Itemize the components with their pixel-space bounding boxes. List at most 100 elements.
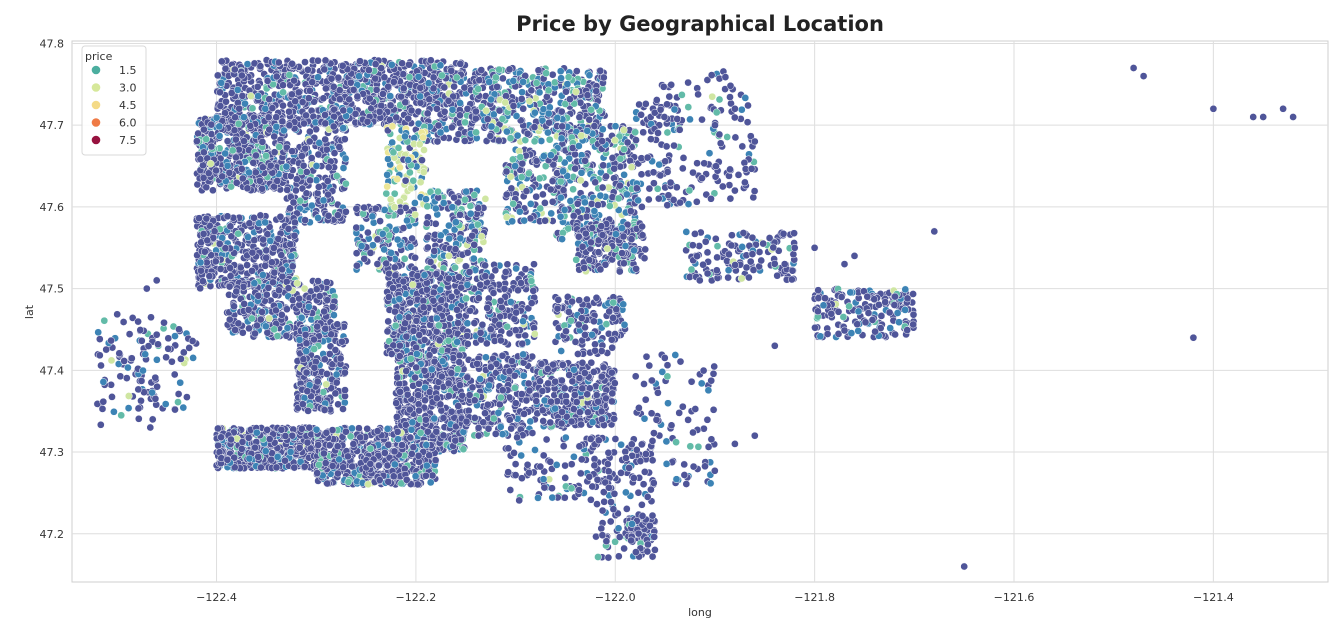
data-point (618, 249, 626, 257)
data-point (245, 454, 254, 463)
data-point (423, 233, 432, 242)
data-point (557, 134, 566, 143)
data-point (351, 110, 360, 118)
data-point (406, 243, 415, 251)
data-point (344, 478, 353, 486)
data-point (335, 143, 344, 151)
data-point (411, 210, 420, 219)
data-point (212, 166, 220, 175)
data-point (559, 186, 568, 194)
data-point (450, 82, 458, 91)
data-point (598, 231, 607, 239)
data-point (206, 282, 215, 290)
data-point (505, 65, 514, 74)
data-point (585, 71, 594, 80)
data-point (605, 202, 614, 210)
data-point (384, 155, 392, 163)
data-point (226, 272, 235, 280)
data-point (404, 114, 413, 123)
data-point (596, 66, 605, 75)
data-point (373, 427, 382, 435)
data-point (416, 92, 425, 101)
data-point (301, 58, 309, 66)
data-point (363, 117, 372, 126)
data-point (250, 279, 259, 288)
data-point (272, 113, 281, 122)
data-point (369, 218, 378, 227)
data-point (598, 183, 607, 192)
data-point (631, 128, 640, 137)
data-point (520, 216, 529, 225)
data-point (566, 95, 574, 104)
data-point (532, 79, 541, 87)
data-point (386, 195, 395, 204)
data-point (462, 187, 471, 196)
data-point (385, 231, 394, 240)
data-point (562, 87, 570, 96)
data-point (320, 406, 329, 414)
data-point (320, 307, 328, 316)
data-point (556, 193, 565, 202)
data-point (553, 114, 562, 122)
data-point (254, 92, 262, 100)
data-point (329, 122, 338, 131)
data-point (596, 265, 605, 274)
data-point (401, 132, 409, 141)
data-point (456, 99, 464, 107)
data-point (244, 305, 253, 314)
data-point (270, 325, 279, 334)
data-point (232, 287, 241, 296)
data-point (622, 190, 631, 199)
data-point (419, 133, 427, 142)
data-point (384, 82, 393, 91)
data-point (448, 105, 457, 114)
data-point (193, 137, 201, 145)
data-point (545, 135, 554, 144)
data-point (340, 398, 349, 407)
data-point (211, 257, 220, 266)
data-point (566, 197, 575, 205)
data-point (556, 177, 565, 186)
data-point (342, 427, 350, 436)
data-point (282, 331, 291, 340)
data-point (598, 137, 607, 145)
data-point (225, 282, 234, 291)
data-point (436, 231, 445, 240)
data-point (375, 107, 384, 116)
data-point (332, 172, 341, 180)
data-point (305, 137, 314, 146)
data-point (290, 231, 299, 240)
data-point (416, 178, 425, 187)
data-point (312, 425, 321, 434)
data-point (434, 187, 442, 196)
data-point (282, 162, 291, 171)
data-point (544, 109, 553, 118)
data-point (328, 302, 337, 311)
data-point (216, 265, 225, 273)
data-point (341, 368, 349, 377)
data-point (448, 203, 457, 212)
data-point (564, 73, 573, 81)
data-point (346, 78, 355, 87)
data-point (223, 212, 232, 221)
data-point (258, 308, 266, 316)
data-point (503, 127, 511, 136)
data-point (456, 111, 464, 120)
data-point (259, 271, 267, 279)
data-point (406, 168, 414, 177)
data-point (270, 132, 279, 141)
data-point (294, 88, 303, 97)
data-point (199, 174, 208, 182)
data-point (207, 120, 216, 129)
data-point (411, 253, 419, 262)
data-point (585, 115, 594, 124)
data-point (630, 246, 638, 255)
data-point (339, 124, 348, 132)
data-point (525, 97, 534, 105)
data-point (262, 151, 270, 160)
data-point (266, 161, 275, 170)
data-point (237, 445, 246, 453)
data-point (314, 73, 322, 82)
data-point (254, 453, 263, 461)
